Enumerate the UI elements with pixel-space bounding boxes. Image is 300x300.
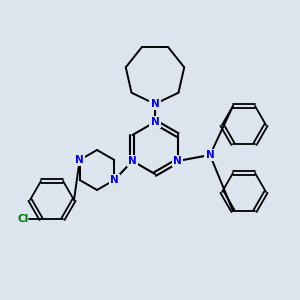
Text: N: N xyxy=(173,156,182,166)
Text: N: N xyxy=(128,156,137,166)
Text: N: N xyxy=(206,150,214,160)
Text: Cl: Cl xyxy=(17,214,28,224)
Text: N: N xyxy=(110,175,119,185)
Text: N: N xyxy=(75,155,84,165)
Text: N: N xyxy=(151,99,159,109)
Text: N: N xyxy=(151,117,159,127)
